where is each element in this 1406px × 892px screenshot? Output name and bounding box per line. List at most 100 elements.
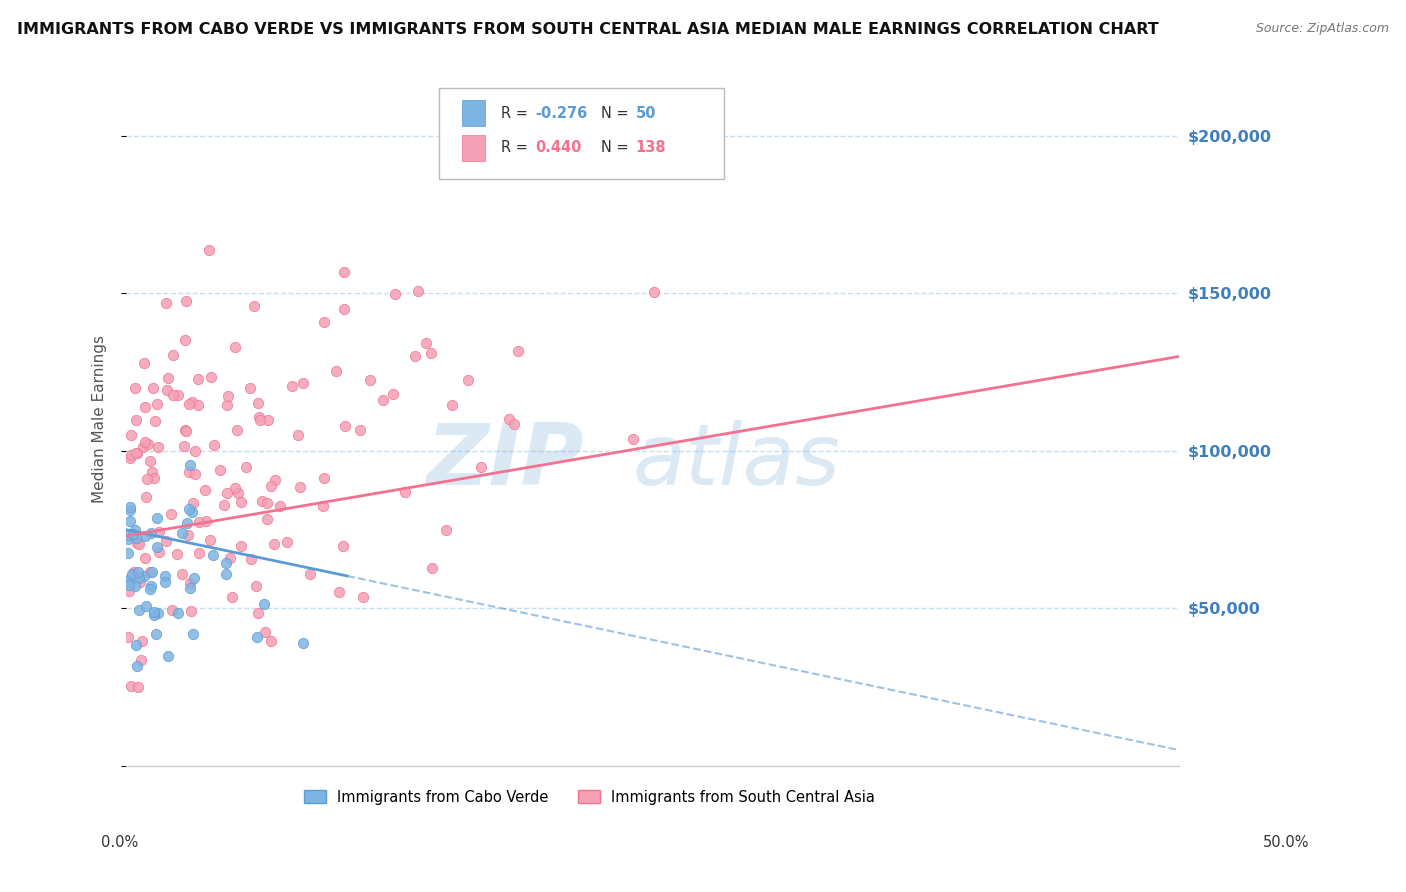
Text: 0.440: 0.440: [536, 140, 582, 155]
Point: [170, 526, 193, 541]
Point: [621, 432, 644, 446]
Point: [291, 376, 314, 391]
Point: [180, 604, 202, 618]
Point: [128, 571, 150, 585]
Point: [157, 649, 180, 664]
Point: [457, 373, 479, 387]
Point: [181, 395, 204, 409]
Point: [118, 514, 141, 528]
Point: [134, 400, 156, 414]
Point: [129, 653, 152, 667]
Point: [125, 638, 148, 652]
Point: [239, 381, 262, 395]
FancyBboxPatch shape: [439, 88, 724, 179]
Point: [145, 627, 167, 641]
Point: [184, 444, 207, 458]
Point: [156, 383, 179, 397]
Point: [264, 474, 287, 488]
Point: [132, 569, 155, 583]
Point: [257, 413, 280, 427]
Point: [470, 460, 492, 475]
Text: N =: N =: [600, 140, 633, 155]
Point: [498, 411, 520, 425]
Point: [179, 575, 201, 590]
Bar: [463, 100, 485, 127]
Point: [246, 606, 269, 620]
Point: [131, 633, 153, 648]
Point: [503, 417, 526, 432]
Point: [120, 428, 142, 442]
Point: [215, 567, 238, 582]
Point: [177, 465, 200, 479]
Point: [195, 514, 218, 528]
Point: [120, 679, 142, 693]
Point: [353, 590, 375, 604]
Point: [200, 369, 222, 384]
Point: [174, 293, 197, 308]
Point: [229, 540, 252, 554]
Point: [332, 539, 354, 553]
Text: atlas: atlas: [633, 419, 841, 502]
Point: [118, 500, 141, 514]
Text: -0.276: -0.276: [536, 105, 588, 120]
Point: [121, 566, 143, 581]
Point: [125, 535, 148, 549]
Point: [134, 529, 156, 543]
Text: 0.0%: 0.0%: [101, 836, 138, 850]
Point: [243, 299, 266, 313]
Point: [269, 500, 291, 514]
Point: [177, 528, 200, 542]
Point: [148, 525, 170, 540]
Point: [441, 398, 464, 412]
Point: [224, 481, 246, 495]
Point: [127, 565, 149, 579]
Point: [132, 356, 155, 370]
Point: [404, 350, 426, 364]
Point: [260, 479, 283, 493]
Point: [202, 438, 225, 452]
Point: [225, 423, 247, 437]
Point: [128, 603, 150, 617]
Point: [217, 398, 239, 412]
Point: [420, 561, 443, 575]
Point: [139, 582, 162, 596]
Point: [246, 396, 269, 410]
Point: [217, 388, 239, 402]
Point: [122, 565, 145, 579]
Point: [129, 574, 152, 589]
Point: [155, 533, 177, 548]
Point: [148, 545, 170, 559]
Point: [215, 556, 238, 570]
Point: [139, 454, 162, 468]
Point: [174, 333, 197, 347]
Point: [118, 584, 141, 599]
Point: [288, 479, 311, 493]
Point: [217, 486, 239, 500]
Point: [212, 498, 235, 512]
Point: [312, 315, 335, 329]
Point: [184, 467, 207, 482]
Point: [117, 630, 139, 644]
Point: [281, 379, 304, 393]
Point: [162, 348, 184, 362]
Point: [139, 579, 162, 593]
Point: [117, 574, 139, 588]
Point: [143, 414, 166, 428]
Text: R =: R =: [501, 140, 533, 155]
Point: [187, 398, 209, 412]
Point: [120, 448, 142, 462]
Point: [335, 419, 357, 434]
Point: [263, 537, 285, 551]
Point: [177, 501, 200, 516]
Point: [125, 413, 148, 427]
Point: [124, 579, 146, 593]
Point: [124, 531, 146, 545]
Point: [231, 495, 253, 509]
Point: [333, 301, 356, 316]
Point: [292, 636, 315, 650]
Point: [359, 373, 381, 387]
Point: [253, 597, 276, 611]
Legend: Immigrants from Cabo Verde, Immigrants from South Central Asia: Immigrants from Cabo Verde, Immigrants f…: [298, 784, 882, 811]
Point: [235, 459, 257, 474]
Point: [218, 551, 240, 566]
